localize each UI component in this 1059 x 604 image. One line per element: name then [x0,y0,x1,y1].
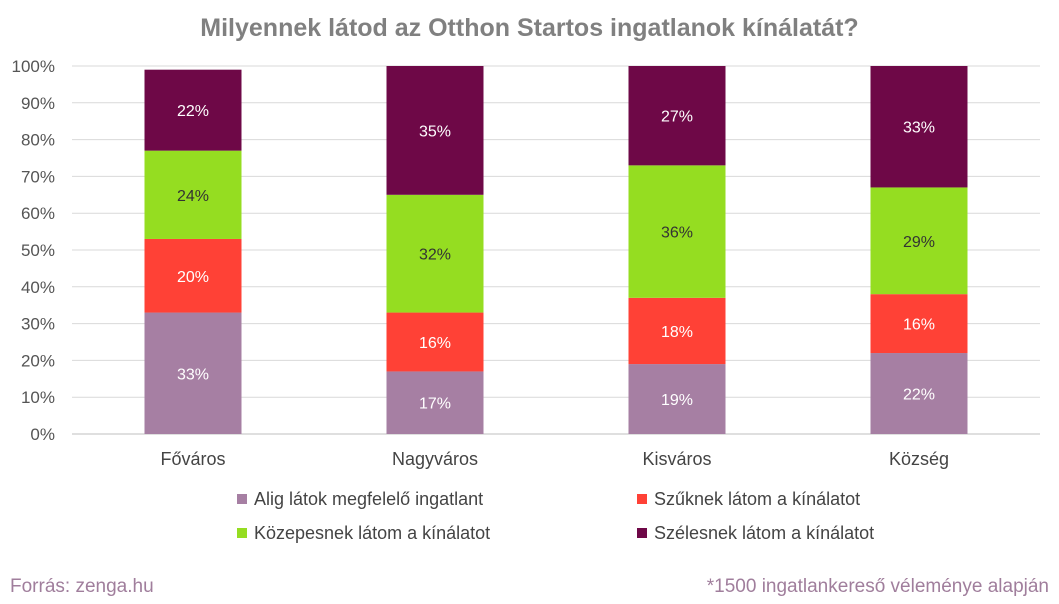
bar-segment [386,312,484,372]
data-label: 22% [177,103,209,120]
data-label: 33% [177,366,209,383]
data-label: 16% [903,317,935,334]
legend-swatch [637,494,647,504]
legend-swatch [637,528,647,538]
source-note: Forrás: zenga.hu [10,576,154,597]
chart-title: Milyennek látod az Otthon Startos ingatl… [200,14,859,42]
x-category-label: Főváros [160,449,225,469]
data-label: 27% [661,109,693,126]
legend-item-szuk: Szűknek látom a kínálatot [637,488,937,510]
y-tick-label: 30% [21,315,55,334]
y-tick-label: 10% [21,388,55,407]
data-label: 36% [661,225,693,242]
legend-swatch [237,494,247,504]
bar-segment [870,66,968,188]
data-label: 29% [903,234,935,251]
sample-note: *1500 ingatlankereső véleménye alapján [706,576,1049,597]
data-label: 16% [419,335,451,352]
bar-segment [386,66,484,195]
x-category-label: Község [889,449,949,469]
bar-segment [144,69,242,151]
bar-segment [144,238,242,313]
legend-item-alig: Alig látok megfelelő ingatlant [237,488,637,510]
y-tick-label: 50% [21,241,55,260]
data-label: 33% [903,120,935,137]
bar-segment [870,187,968,295]
bar-segment [386,194,484,313]
data-label: 35% [419,123,451,140]
data-label: 18% [661,324,693,341]
data-label: 19% [661,392,693,409]
legend-label: Alig látok megfelelő ingatlant [254,488,484,509]
x-category-label: Kisváros [642,449,711,469]
bar-segment [628,66,726,166]
legend-label: Közepesnek látom a kínálatot [254,522,491,543]
legend-swatch [237,528,247,538]
legend-label: Szűknek látom a kínálatot [654,488,861,509]
bar-segment [628,297,726,365]
data-label: 24% [177,188,209,205]
bar-segment [628,364,726,434]
legend-label: Szélesnek látom a kínálatot [654,522,875,543]
chart-legend: Alig látok megfelelő ingatlant Szűknek l… [237,488,937,544]
bar-segment [870,294,968,354]
y-tick-label: 60% [21,204,55,223]
y-tick-label: 0% [30,425,55,444]
bar-segment [386,371,484,434]
legend-item-kozepes: Közepesnek látom a kínálatot [237,522,637,544]
y-tick-label: 20% [21,351,55,370]
y-tick-label: 80% [21,131,55,150]
stacked-bar-chart: 0% 10% 20% 30% 40% 50% 60% 70% 80% 90% 100% 33% 20% 2… [12,57,1040,469]
data-label: 32% [419,247,451,264]
bar-segment [870,353,968,434]
data-label: 22% [903,387,935,404]
bar-segment [144,150,242,239]
bar-segment [144,312,242,434]
legend-item-szeles: Szélesnek látom a kínálatot [637,522,937,544]
y-tick-label: 90% [21,94,55,113]
data-label: 17% [419,396,451,413]
data-label: 20% [177,269,209,286]
y-tick-label: 70% [21,167,55,186]
x-category-label: Nagyváros [392,449,478,469]
bar-segment [628,165,726,298]
y-tick-label: 40% [21,278,55,297]
y-tick-label: 100% [12,57,55,76]
